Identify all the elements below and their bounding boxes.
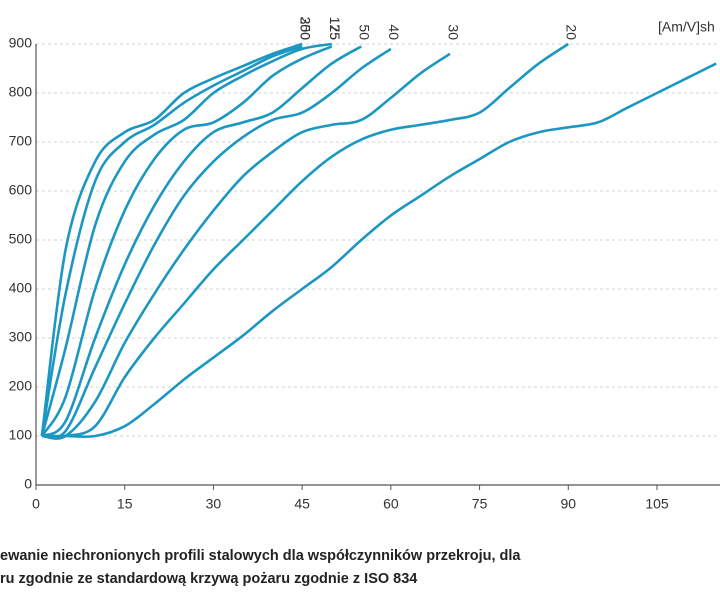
x-tick-label: 75 <box>472 496 488 512</box>
series-line <box>41 52 451 440</box>
x-tick-label: 30 <box>206 496 222 512</box>
y-tick-label: 700 <box>9 133 33 149</box>
x-tick-label: 0 <box>32 496 40 512</box>
series-label: 200 <box>297 17 313 41</box>
caption-line: ru zgodnie ze standardową krzywą pożaru … <box>0 571 417 587</box>
series-line <box>41 45 362 438</box>
series-label: 20 <box>564 24 580 40</box>
y-tick-label: 200 <box>9 378 33 394</box>
y-tick-label: 800 <box>9 84 33 100</box>
caption-line: ewanie niechronionych profili stalowych … <box>0 548 521 564</box>
series-line <box>40 45 333 437</box>
x-tick-label: 45 <box>294 496 310 512</box>
series-label: 40 <box>386 24 402 40</box>
y-tick-label: 0 <box>24 476 32 492</box>
y-tick-label: 600 <box>9 182 33 198</box>
y-tick-label: 400 <box>9 280 33 296</box>
series-line <box>41 42 570 439</box>
series-label: 125 <box>327 17 343 41</box>
series-line <box>41 62 717 439</box>
x-tick-label: 15 <box>117 496 133 512</box>
series-line <box>40 45 303 437</box>
series-label: 350 <box>297 17 313 41</box>
y-tick-label: 100 <box>9 427 33 443</box>
series-line <box>40 42 303 437</box>
y-tick-label: 500 <box>9 231 33 247</box>
x-tick-label: 90 <box>560 496 576 512</box>
series-line <box>41 47 392 439</box>
x-tick-label: 105 <box>645 496 669 512</box>
x-tick-label: 60 <box>383 496 399 512</box>
series-line <box>40 42 332 437</box>
series-label: 50 <box>357 24 373 40</box>
legend-title: [Am/V]sh <box>658 19 715 35</box>
series-label: 75 <box>327 24 343 40</box>
y-tick-label: 900 <box>9 35 33 51</box>
y-tick-label: 300 <box>9 329 33 345</box>
series-label: 30 <box>445 24 461 40</box>
